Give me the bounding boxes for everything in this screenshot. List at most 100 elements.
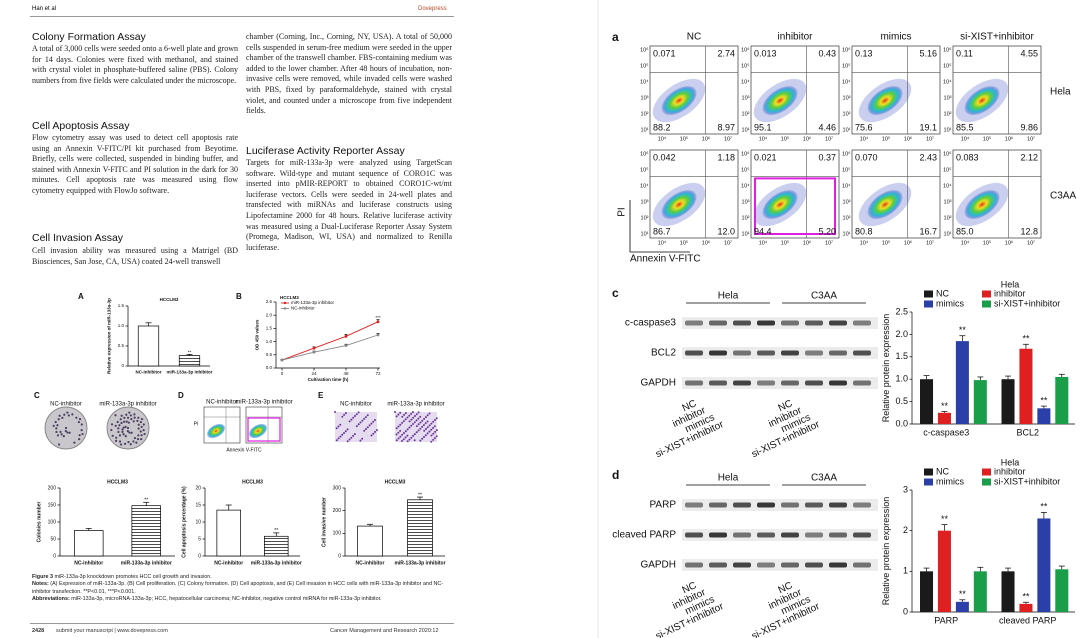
bar	[178, 355, 201, 367]
y-tick-label: 0	[198, 553, 201, 559]
cell	[399, 423, 402, 426]
cell	[359, 421, 362, 424]
cell	[355, 413, 358, 416]
blot-band	[781, 532, 799, 538]
significance: **	[1040, 395, 1048, 405]
legend-swatch	[982, 290, 991, 298]
flow-y-tick: 10⁶	[741, 150, 749, 157]
y-tick-label: 1.5	[266, 326, 273, 331]
flow-x-tick: 10⁵	[882, 239, 890, 246]
blot-band	[829, 562, 847, 568]
x-tick-label: PARP	[934, 615, 958, 625]
colony	[120, 421, 123, 425]
flow-y-tick: 10¹	[641, 127, 649, 133]
quadrant-value: 0.083	[956, 152, 979, 162]
panel-label: D	[178, 391, 184, 400]
cell	[346, 440, 349, 443]
density-core	[661, 85, 697, 116]
y-axis-label: Relative expression of miR-133a-3p	[106, 298, 111, 374]
blot-row-label: GAPDH	[640, 378, 676, 389]
flow-x-tick: 10⁷	[724, 135, 732, 142]
blot-membrane	[682, 529, 878, 541]
blot-band	[685, 532, 703, 538]
cell	[414, 415, 416, 417]
colony	[130, 431, 133, 434]
flow-y-tick: 10³	[843, 95, 851, 101]
blot-band	[781, 380, 799, 386]
quadrant-value: 0.43	[818, 48, 836, 58]
cell	[401, 421, 404, 424]
colony	[80, 423, 83, 426]
cell	[334, 411, 336, 413]
y-tick-label: 5	[198, 536, 201, 542]
cell	[408, 438, 411, 441]
blot-band	[733, 562, 751, 568]
quadrant-value: 86.7	[653, 226, 671, 236]
blot-band	[805, 380, 823, 386]
blot-row-label: PARP	[650, 500, 677, 511]
quadrant-value: 1.18	[717, 152, 735, 162]
blot-band	[805, 532, 823, 538]
cell	[417, 411, 420, 414]
blot-band	[685, 380, 703, 386]
y-axis-label: Relative protein expression	[881, 314, 891, 423]
caption-title: miR-133a-3p knockdown promotes HCC cell …	[54, 574, 212, 580]
point	[312, 350, 316, 354]
colony	[122, 426, 125, 429]
mini-density	[206, 423, 226, 439]
flow-x-tick: 10⁴	[961, 135, 970, 142]
density-core	[867, 85, 903, 116]
significance: **	[959, 589, 967, 599]
colony	[119, 443, 123, 446]
cell	[361, 419, 364, 422]
group-label: Hela	[718, 473, 739, 484]
quadrant-value: 0.37	[818, 152, 836, 162]
cell	[435, 417, 438, 420]
flow-x-tick: 10⁶	[803, 135, 811, 142]
cell	[406, 428, 409, 431]
legend-label: miR-133a-3p inhibitor	[291, 300, 335, 305]
colony	[66, 411, 69, 414]
quadrant-value: 2.74	[717, 48, 735, 58]
colony	[118, 440, 122, 443]
transwell-image	[395, 412, 437, 442]
bar	[1037, 408, 1051, 424]
y-tick-label: 0	[121, 363, 124, 368]
blot-band	[805, 562, 823, 568]
colony	[77, 420, 80, 424]
cell	[424, 434, 427, 437]
flow-y-tick: 10¹	[944, 231, 952, 237]
colony	[52, 424, 55, 427]
cell	[339, 423, 342, 426]
cell	[363, 417, 366, 420]
flow-y-tick: 10¹	[742, 231, 750, 237]
cell	[410, 418, 413, 421]
blot-band	[757, 502, 775, 508]
cell	[408, 426, 411, 429]
cell	[417, 417, 420, 420]
colony	[121, 430, 124, 433]
density-core	[762, 85, 798, 116]
legend-swatch	[924, 468, 933, 476]
cell	[415, 431, 418, 434]
cell	[366, 426, 369, 429]
y-tick-label: 100	[48, 519, 57, 525]
cell	[408, 414, 411, 417]
significance: **	[1040, 502, 1048, 512]
section-title: Cell Apoptosis Assay	[32, 120, 130, 132]
bar	[1001, 379, 1015, 424]
cell	[426, 426, 429, 429]
flow-x-tick: 10⁵	[680, 135, 688, 142]
group-label: C3AA	[811, 291, 837, 302]
blot-membrane	[682, 347, 878, 359]
flow-y-tick: 10³	[944, 199, 952, 205]
cell	[401, 415, 404, 418]
blot-band	[709, 380, 727, 386]
cell	[335, 427, 338, 430]
flow-y-tick: 10³	[641, 199, 649, 205]
blot-membrane	[682, 559, 878, 571]
x-tick-label: NC-inhibitor	[136, 370, 162, 375]
quadrant-value: 4.46	[818, 122, 836, 132]
flow-y-tick: 10²	[641, 215, 649, 221]
